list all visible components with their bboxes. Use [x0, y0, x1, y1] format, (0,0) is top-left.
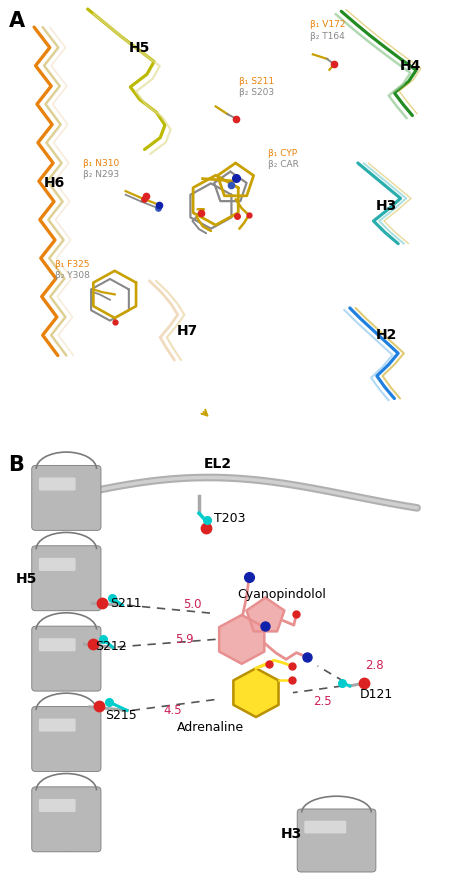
Text: H3: H3 [281, 827, 302, 841]
Text: S215: S215 [105, 710, 137, 722]
Text: S212: S212 [96, 639, 127, 653]
Text: H5: H5 [129, 41, 151, 54]
Text: D121: D121 [360, 688, 393, 702]
Text: H3: H3 [376, 199, 397, 213]
FancyBboxPatch shape [32, 787, 101, 852]
Text: 5.0: 5.0 [182, 599, 201, 611]
FancyBboxPatch shape [39, 718, 76, 732]
Text: β₂ N293: β₂ N293 [83, 170, 119, 179]
Ellipse shape [34, 729, 99, 771]
Polygon shape [246, 598, 284, 631]
Text: H5: H5 [15, 573, 37, 586]
Text: B: B [9, 456, 24, 475]
FancyBboxPatch shape [39, 478, 76, 490]
Text: Adrenaline: Adrenaline [177, 721, 245, 733]
FancyBboxPatch shape [39, 638, 76, 651]
FancyBboxPatch shape [32, 465, 101, 530]
Text: β₁ N310: β₁ N310 [83, 160, 119, 169]
FancyBboxPatch shape [32, 626, 101, 691]
Text: H6: H6 [44, 177, 65, 190]
Text: β₂ S203: β₂ S203 [239, 88, 274, 97]
Text: 2.8: 2.8 [365, 659, 384, 671]
FancyBboxPatch shape [32, 546, 101, 611]
Text: H4: H4 [399, 59, 421, 73]
Text: β₁ S211: β₁ S211 [239, 77, 274, 86]
Text: β₂ CAR: β₂ CAR [268, 161, 299, 170]
Text: 5.9: 5.9 [175, 633, 194, 646]
Ellipse shape [34, 488, 99, 530]
Ellipse shape [299, 831, 374, 872]
Polygon shape [219, 614, 264, 664]
Polygon shape [233, 669, 279, 718]
FancyBboxPatch shape [297, 809, 376, 872]
Text: H2: H2 [375, 329, 397, 342]
Text: β₂ T164: β₂ T164 [310, 32, 345, 41]
Text: β₁ CYP: β₁ CYP [268, 149, 297, 158]
Text: EL2: EL2 [204, 456, 232, 471]
FancyBboxPatch shape [304, 821, 346, 834]
Text: 2.5: 2.5 [313, 695, 332, 708]
Ellipse shape [34, 568, 99, 610]
Ellipse shape [34, 810, 99, 852]
FancyBboxPatch shape [32, 707, 101, 772]
Text: 4.5: 4.5 [164, 704, 182, 717]
FancyBboxPatch shape [39, 558, 76, 571]
Text: H7: H7 [177, 323, 198, 337]
FancyBboxPatch shape [39, 799, 76, 812]
Text: T203: T203 [214, 512, 246, 525]
Text: β₂ Y308: β₂ Y308 [55, 272, 90, 281]
Text: β₁ V172: β₁ V172 [310, 20, 346, 29]
Text: S211: S211 [110, 598, 141, 610]
Text: β₁ F325: β₁ F325 [55, 260, 89, 269]
Text: A: A [9, 12, 25, 31]
Ellipse shape [34, 649, 99, 691]
Text: Cyanopindolol: Cyanopindolol [237, 589, 327, 601]
